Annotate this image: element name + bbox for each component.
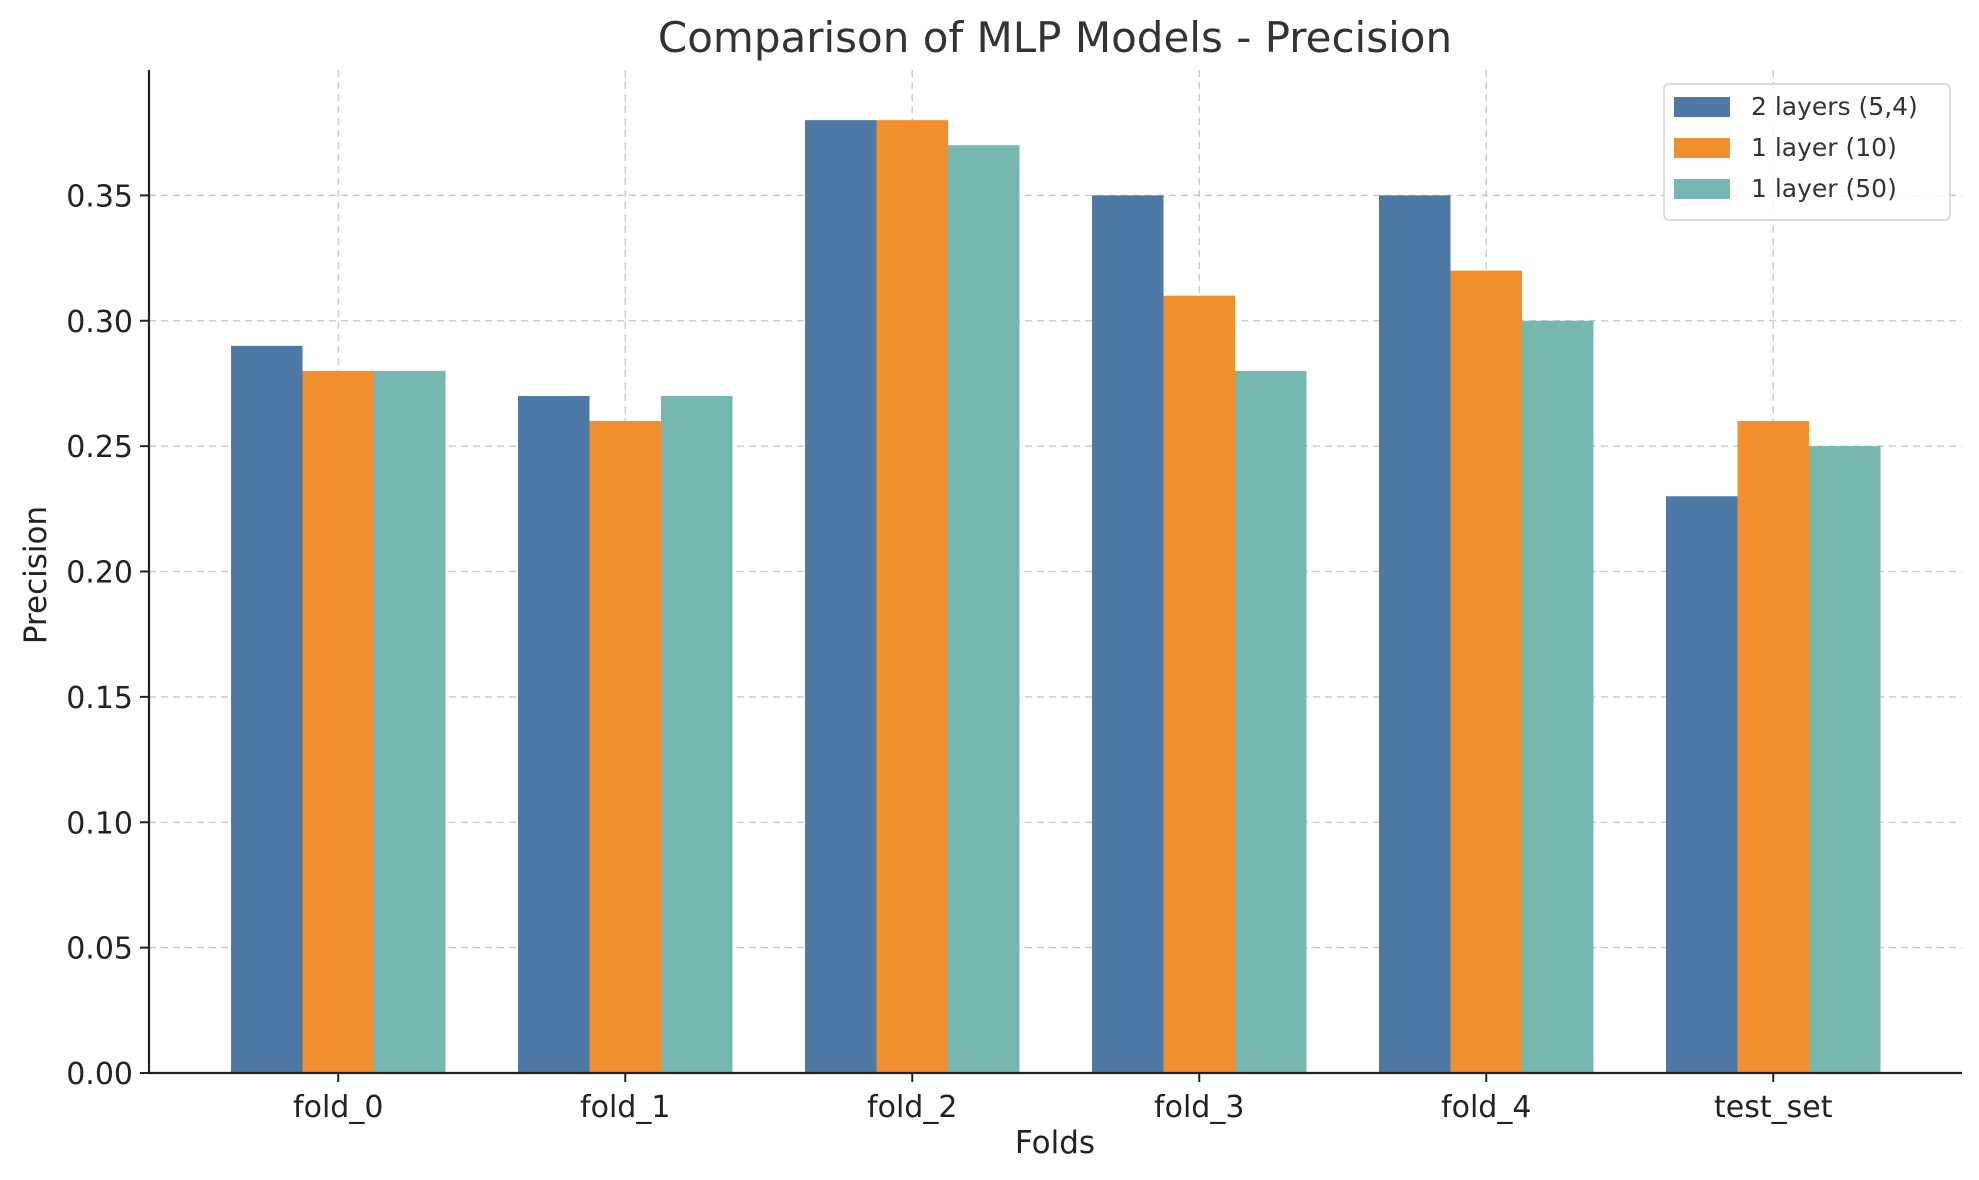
bars-layer [231,120,1881,1074]
y-tick-label: 0.15 [66,681,133,716]
bar-test_set-series-0 [1666,496,1738,1073]
x-tick-label: fold_2 [867,1090,957,1125]
x-tick-label: fold_0 [293,1090,383,1125]
y-tick-label: 0.00 [66,1057,133,1092]
bar-fold_0-series-1 [302,370,374,1073]
y-tick-label: 0.35 [66,179,133,214]
x-tick-label: fold_1 [580,1090,670,1125]
bar-test_set-series-2 [1809,446,1881,1073]
legend-label-1: 1 layer (10) [1751,133,1897,162]
bar-fold_2-series-1 [876,120,948,1073]
bar-fold_2-series-0 [805,120,877,1073]
y-ticks: 0.00 0.05 0.10 0.15 0.20 0.25 0.30 0.35 [66,179,149,1092]
bar-fold_3-series-2 [1235,370,1307,1073]
grid-layer [149,70,1962,1074]
y-tick-label: 0.20 [66,556,133,591]
bar-fold_3-series-1 [1163,295,1235,1073]
x-ticks: fold_0 fold_1 fold_2 fold_3 fold_4 test_set [293,1073,1833,1125]
bar-fold_0-series-2 [374,370,446,1073]
legend-swatch-0 [1674,97,1730,117]
legend-label-0: 2 layers (5,4) [1751,92,1918,121]
bar-fold_1-series-2 [661,395,733,1074]
y-tick-label: 0.05 [66,932,133,967]
y-tick-label: 0.25 [66,430,133,465]
x-tick-label: fold_3 [1154,1090,1244,1125]
x-tick-label: fold_4 [1441,1090,1531,1125]
legend-label-2: 1 layer (50) [1751,174,1897,203]
legend-box [1663,83,1951,221]
y-axis-label: Precision [18,506,54,644]
bar-fold_4-series-0 [1379,195,1451,1073]
legend-swatch-2 [1674,179,1730,199]
x-tick-label: test_set [1714,1090,1833,1125]
legend: 2 layers (5,4) 1 layer (10) 1 layer (50) [1663,83,1951,221]
x-axis-label: Folds [1015,1125,1095,1161]
bar-fold_3-series-0 [1092,195,1164,1073]
bar-fold_0-series-0 [231,345,303,1073]
bar-fold_1-series-0 [518,395,590,1074]
bar-fold_1-series-1 [589,421,661,1073]
bar-fold_4-series-2 [1522,320,1594,1073]
bar-test_set-series-1 [1737,421,1809,1073]
y-tick-label: 0.30 [66,305,133,340]
chart-title: Comparison of MLP Models - Precision [658,13,1452,62]
y-tick-label: 0.10 [66,806,133,841]
bar-fold_2-series-2 [948,145,1020,1074]
legend-swatch-1 [1674,138,1730,158]
bar-fold_4-series-1 [1450,270,1522,1074]
